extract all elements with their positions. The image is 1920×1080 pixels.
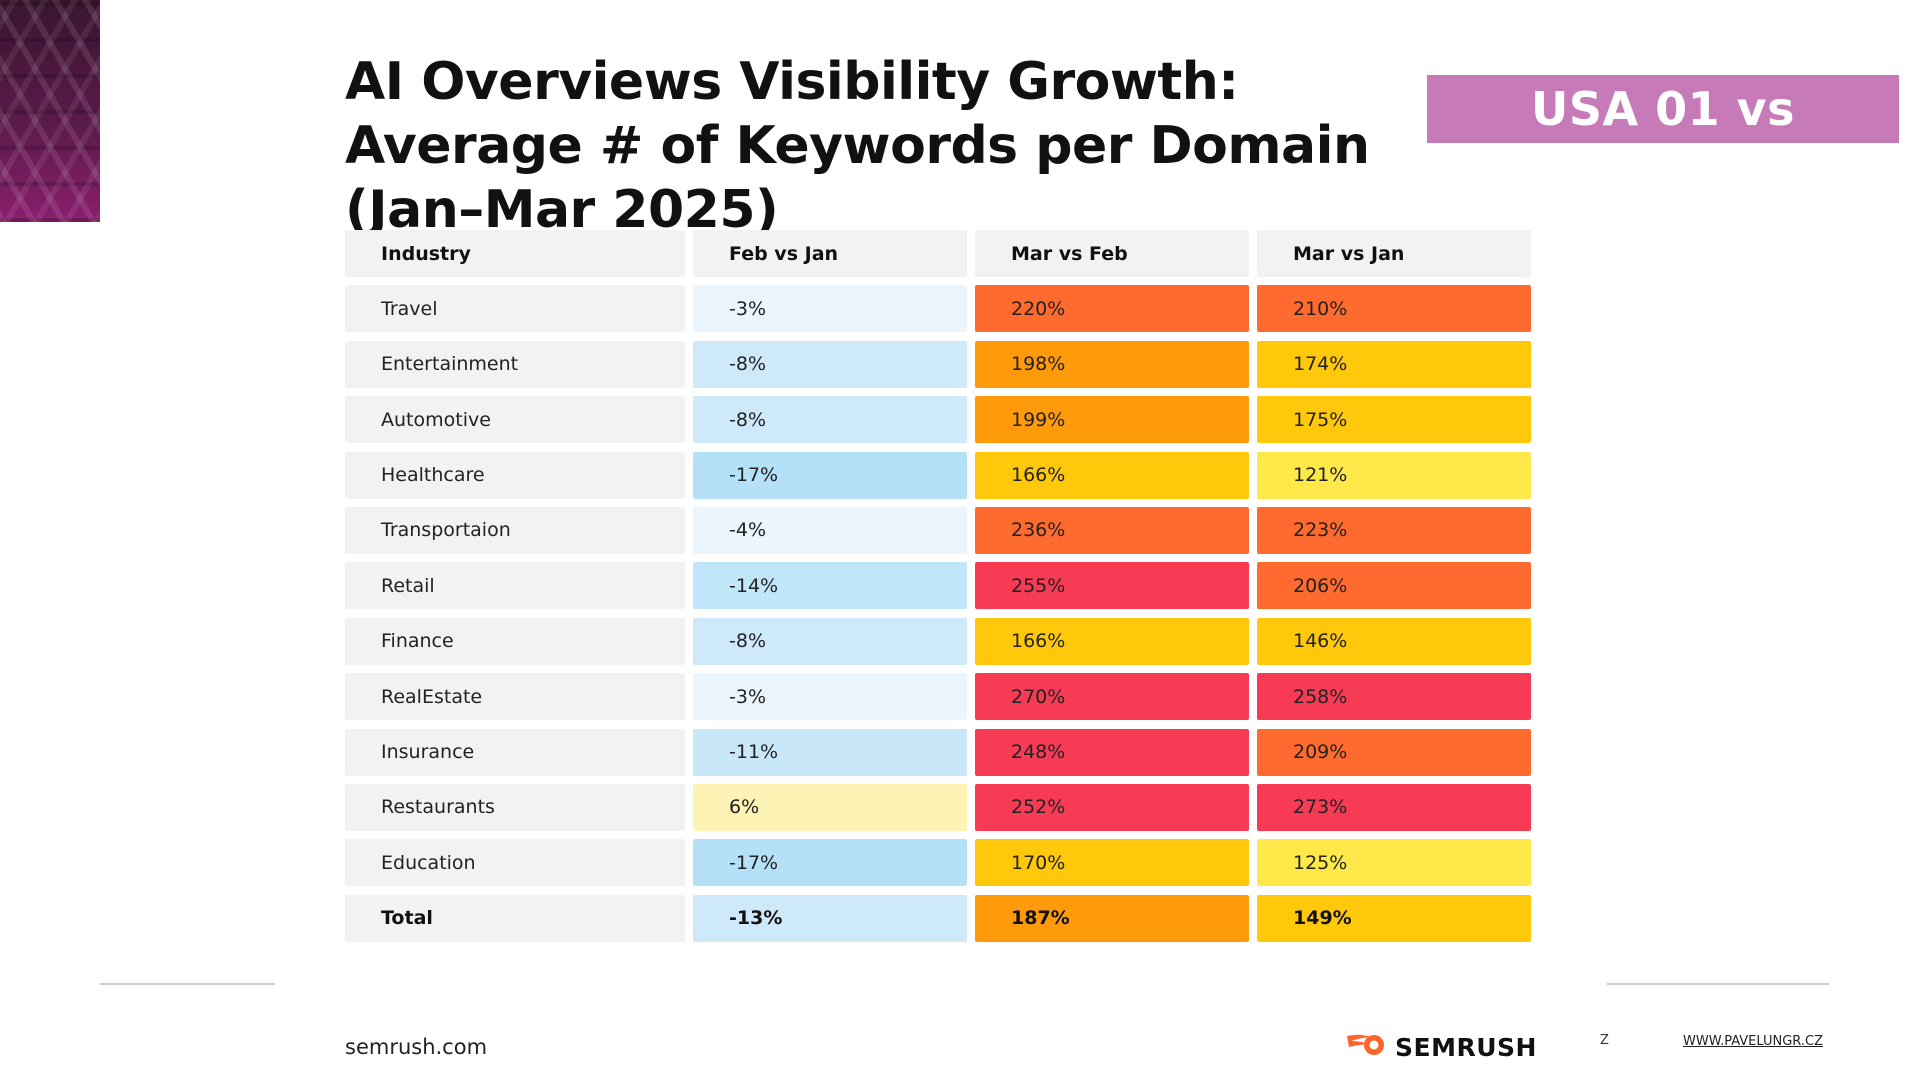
table-value-cell: 199% bbox=[975, 396, 1249, 444]
table-value-cell: 236% bbox=[975, 506, 1249, 554]
table-value-cell: 174% bbox=[1257, 340, 1531, 388]
table-value-cell: -13% bbox=[693, 894, 967, 942]
table-value-cell: 149% bbox=[1257, 894, 1531, 942]
table-value-cell: 6% bbox=[693, 783, 967, 831]
table-value-cell: -8% bbox=[693, 340, 967, 388]
semrush-wordmark: SEMRUSH bbox=[1395, 1032, 1537, 1062]
table-industry-cell: Finance bbox=[345, 617, 685, 665]
table-value-cell: 125% bbox=[1257, 839, 1531, 887]
table-header-cell: Industry bbox=[345, 230, 685, 277]
table-industry-cell: Retail bbox=[345, 562, 685, 610]
table-value-cell: -14% bbox=[693, 562, 967, 610]
table-value-cell: 166% bbox=[975, 451, 1249, 499]
table-value-cell: 170% bbox=[975, 839, 1249, 887]
table-value-cell: -17% bbox=[693, 839, 967, 887]
table-value-cell: 258% bbox=[1257, 673, 1531, 721]
table-industry-cell: RealEstate bbox=[345, 673, 685, 721]
table-value-cell: 209% bbox=[1257, 728, 1531, 776]
table-value-cell: -17% bbox=[693, 451, 967, 499]
table-value-cell: -3% bbox=[693, 285, 967, 333]
table-value-cell: 206% bbox=[1257, 562, 1531, 610]
region-date-badge: USA 01 vs 03/2025 bbox=[1427, 75, 1899, 204]
table-value-cell: -3% bbox=[693, 673, 967, 721]
semrush-flame-icon bbox=[1345, 1032, 1387, 1062]
table-total-label: Total bbox=[345, 894, 685, 942]
table-value-cell: 223% bbox=[1257, 506, 1531, 554]
page-title: AI Overviews Visibility Growth: Average … bbox=[345, 52, 1370, 240]
table-value-cell: 252% bbox=[975, 783, 1249, 831]
footer-mark: Z bbox=[1600, 1033, 1609, 1048]
footer-divider-right bbox=[1607, 983, 1829, 985]
table-value-cell: 220% bbox=[975, 285, 1249, 333]
table-value-cell: 255% bbox=[975, 562, 1249, 610]
table-industry-cell: Entertainment bbox=[345, 340, 685, 388]
decorative-corner-pattern bbox=[0, 0, 100, 222]
table-value-cell: -8% bbox=[693, 396, 967, 444]
table-value-cell: -8% bbox=[693, 617, 967, 665]
table-industry-cell: Education bbox=[345, 839, 685, 887]
footer-website-link[interactable]: WWW.PAVELUNGR.CZ bbox=[1683, 1034, 1823, 1049]
table-header-cell: Mar vs Feb bbox=[975, 230, 1249, 277]
table-value-cell: -11% bbox=[693, 728, 967, 776]
table-value-cell: 146% bbox=[1257, 617, 1531, 665]
footer-site-label: semrush.com bbox=[345, 1035, 488, 1059]
table-industry-cell: Healthcare bbox=[345, 451, 685, 499]
table-header-cell: Feb vs Jan bbox=[693, 230, 967, 277]
table-value-cell: 270% bbox=[975, 673, 1249, 721]
growth-table: Industry Feb vs Jan Mar vs Feb Mar vs Jan Tr… bbox=[345, 230, 1531, 942]
table-industry-cell: Travel bbox=[345, 285, 685, 333]
table-industry-cell: Restaurants bbox=[345, 783, 685, 831]
table-industry-cell: Automotive bbox=[345, 396, 685, 444]
table-industry-cell: Insurance bbox=[345, 728, 685, 776]
table-value-cell: 248% bbox=[975, 728, 1249, 776]
table-value-cell: 210% bbox=[1257, 285, 1531, 333]
table-value-cell: 166% bbox=[975, 617, 1249, 665]
table-value-cell: 273% bbox=[1257, 783, 1531, 831]
table-value-cell: -4% bbox=[693, 506, 967, 554]
table-header-cell: Mar vs Jan bbox=[1257, 230, 1531, 277]
table-value-cell: 198% bbox=[975, 340, 1249, 388]
table-value-cell: 187% bbox=[975, 894, 1249, 942]
semrush-logo: SEMRUSH bbox=[1345, 1032, 1537, 1062]
table-value-cell: 175% bbox=[1257, 396, 1531, 444]
footer-divider-left bbox=[100, 983, 275, 985]
table-industry-cell: Transportaion bbox=[345, 506, 685, 554]
table-value-cell: 121% bbox=[1257, 451, 1531, 499]
